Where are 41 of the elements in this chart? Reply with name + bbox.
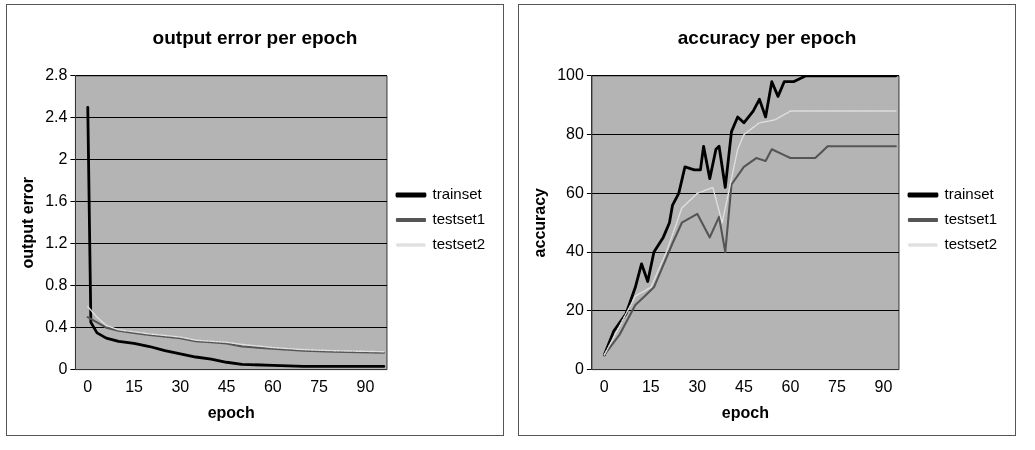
- y-tick-label: 2: [58, 150, 68, 168]
- legend-label: trainset: [944, 185, 995, 203]
- x-tick-label: 30: [171, 377, 190, 395]
- x-axis-title: epoch: [207, 403, 255, 421]
- x-tick-label: 75: [310, 377, 329, 395]
- y-tick-label: 1.6: [45, 192, 68, 210]
- chart-title: output error per epoch: [152, 26, 358, 48]
- x-tick-label: 0: [83, 377, 93, 395]
- y-tick-label: 20: [566, 301, 584, 319]
- legend-label: testset2: [432, 235, 485, 253]
- y-tick-label: 2.4: [45, 108, 68, 126]
- x-tick-label: 90: [874, 377, 893, 395]
- y-tick-label: 0: [574, 360, 584, 378]
- x-tick-label: 90: [356, 377, 375, 395]
- y-tick-label: 2.8: [45, 66, 68, 84]
- legend-label: testset1: [432, 210, 485, 228]
- legend-label: trainset: [432, 185, 483, 203]
- y-axis-title: output error: [19, 176, 37, 269]
- y-tick-label: 0.8: [45, 276, 68, 294]
- x-axis-title: epoch: [721, 403, 769, 421]
- x-tick-label: 15: [125, 377, 144, 395]
- y-tick-label: 60: [566, 183, 584, 201]
- x-tick-label: 45: [217, 377, 236, 395]
- y-tick-label: 1.2: [45, 234, 68, 252]
- legend-label: testset1: [944, 210, 997, 228]
- legend-label: testset2: [944, 235, 997, 253]
- y-tick-label: 0: [58, 360, 68, 378]
- x-tick-label: 15: [641, 377, 660, 395]
- x-tick-label: 60: [263, 377, 282, 395]
- chart-title: accuracy per epoch: [677, 26, 857, 48]
- x-tick-label: 75: [828, 377, 846, 395]
- y-tick-label: 80: [566, 124, 584, 142]
- y-tick-label: 40: [566, 242, 584, 260]
- x-tick-label: 45: [734, 377, 753, 395]
- y-tick-label: 0.4: [45, 318, 68, 336]
- y-axis-title: accuracy: [531, 187, 549, 258]
- line-series: [87, 305, 385, 353]
- x-tick-label: 30: [688, 377, 707, 395]
- x-tick-label: 0: [599, 377, 609, 395]
- y-tick-label: 100: [557, 66, 584, 84]
- x-tick-label: 60: [781, 377, 800, 395]
